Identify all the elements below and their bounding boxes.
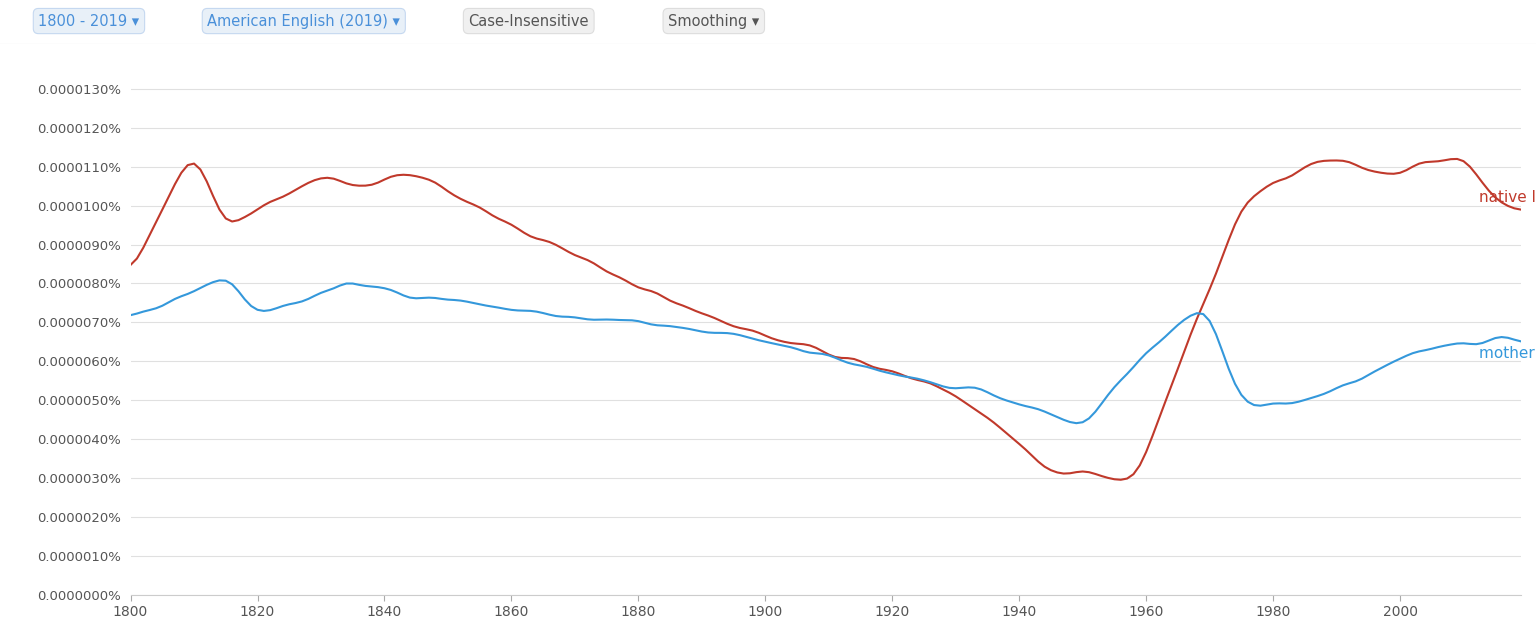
Text: native language: native language [1479,190,1536,205]
Text: American English (2019) ▾: American English (2019) ▾ [207,14,401,29]
Text: 1800 - 2019 ▾: 1800 - 2019 ▾ [38,14,140,29]
Text: Smoothing ▾: Smoothing ▾ [668,14,759,29]
Text: Case-Insensitive: Case-Insensitive [468,14,588,29]
Text: mother tongue: mother tongue [1479,346,1536,361]
